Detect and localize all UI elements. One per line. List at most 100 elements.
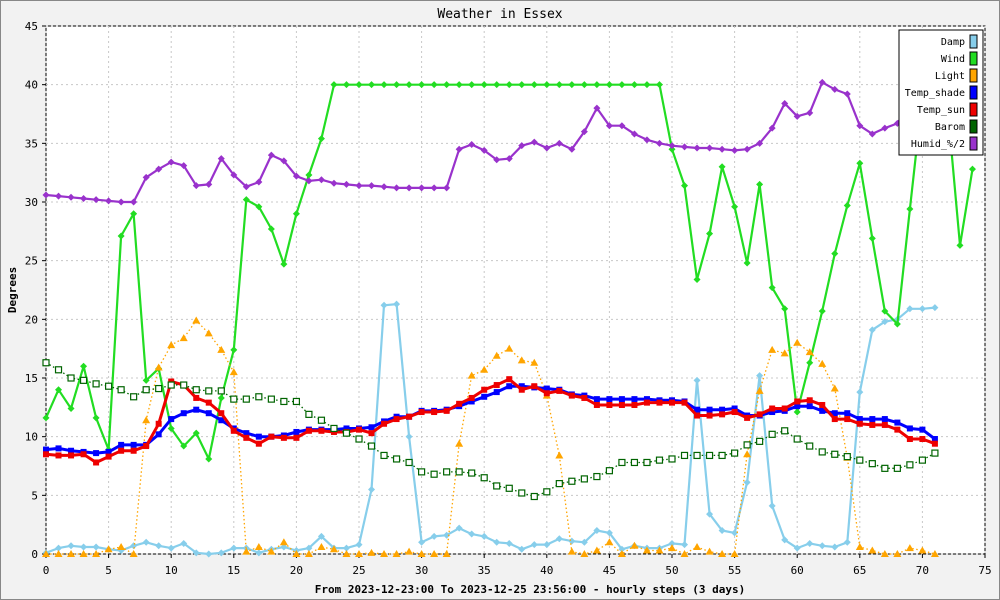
data-point-temp-shade bbox=[168, 416, 175, 423]
data-point-barom bbox=[67, 374, 75, 382]
data-point-barom bbox=[881, 464, 889, 472]
data-point-wind bbox=[831, 250, 839, 258]
data-point-light bbox=[304, 550, 313, 557]
data-point-humid-2 bbox=[280, 157, 288, 165]
data-point-barom bbox=[455, 468, 463, 476]
data-point-temp-sun bbox=[618, 401, 625, 408]
data-point-wind bbox=[668, 145, 676, 153]
legend-label-humid-2: Humid_%/2 bbox=[911, 139, 965, 150]
data-point-temp-sun bbox=[781, 405, 788, 412]
data-point-humid-2 bbox=[67, 193, 75, 201]
data-point-humid-2 bbox=[505, 155, 513, 163]
data-point-temp-shade bbox=[130, 441, 137, 448]
data-point-light bbox=[592, 546, 601, 554]
legend-label-light: Light bbox=[935, 71, 965, 82]
data-point-temp-sun bbox=[656, 399, 663, 406]
data-point-temp-shade bbox=[481, 393, 488, 400]
data-point-damp bbox=[768, 502, 776, 510]
data-point-barom bbox=[793, 435, 801, 443]
data-point-temp-sun bbox=[205, 399, 212, 406]
data-point-temp-sun bbox=[669, 399, 675, 406]
data-point-wind bbox=[655, 81, 663, 89]
data-point-damp bbox=[918, 305, 926, 313]
data-point-temp-shade bbox=[193, 406, 200, 413]
data-point-temp-sun bbox=[93, 459, 100, 466]
data-point-wind bbox=[868, 234, 876, 242]
data-point-light bbox=[154, 363, 163, 371]
data-point-light bbox=[117, 542, 126, 550]
data-point-wind bbox=[881, 307, 889, 315]
data-point-temp-sun bbox=[744, 414, 751, 421]
data-point-damp bbox=[843, 538, 851, 546]
legend-swatch-light bbox=[969, 68, 978, 83]
data-point-temp-shade bbox=[931, 436, 938, 443]
data-point-temp-sun bbox=[881, 421, 888, 428]
data-point-humid-2 bbox=[743, 145, 751, 153]
data-point-light bbox=[54, 550, 63, 557]
data-point-light bbox=[455, 439, 464, 447]
data-point-humid-2 bbox=[117, 198, 125, 206]
data-point-barom bbox=[693, 451, 701, 460]
data-point-wind bbox=[180, 442, 188, 450]
data-point-wind bbox=[793, 408, 801, 416]
data-point-temp-sun bbox=[368, 430, 375, 437]
data-point-humid-2 bbox=[92, 196, 100, 204]
data-point-temp-sun bbox=[356, 426, 362, 433]
data-point-humid-2 bbox=[668, 142, 676, 150]
data-point-temp-sun bbox=[381, 420, 388, 427]
data-point-wind bbox=[530, 81, 538, 89]
legend-swatch-barom bbox=[969, 119, 978, 134]
x-tick-label: 15 bbox=[227, 564, 240, 577]
data-point-barom bbox=[718, 451, 726, 460]
data-point-humid-2 bbox=[856, 122, 864, 130]
data-point-light bbox=[830, 384, 839, 392]
data-point-light bbox=[668, 544, 676, 552]
data-point-wind bbox=[355, 81, 363, 89]
y-tick-label: 25 bbox=[25, 255, 38, 268]
data-point-light bbox=[718, 550, 727, 557]
data-point-humid-2 bbox=[430, 184, 438, 192]
x-tick-label: 40 bbox=[540, 564, 553, 577]
data-point-humid-2 bbox=[518, 142, 526, 150]
data-point-damp bbox=[468, 530, 476, 538]
data-point-light bbox=[805, 348, 814, 356]
data-point-light bbox=[730, 550, 739, 557]
data-point-light bbox=[442, 550, 451, 557]
data-point-barom bbox=[430, 470, 438, 478]
data-point-light bbox=[92, 550, 101, 557]
data-point-wind bbox=[968, 165, 976, 173]
legend-label-wind: Wind bbox=[941, 54, 965, 65]
data-point-barom bbox=[655, 456, 664, 464]
data-point-wind bbox=[693, 275, 701, 283]
data-point-wind bbox=[856, 159, 864, 167]
data-point-temp-sun bbox=[556, 387, 563, 394]
data-point-light bbox=[317, 542, 326, 550]
data-point-light bbox=[555, 451, 564, 459]
data-point-light bbox=[342, 550, 351, 557]
data-point-wind bbox=[743, 259, 751, 267]
data-point-humid-2 bbox=[317, 176, 325, 184]
data-point-light bbox=[818, 359, 827, 367]
data-point-humid-2 bbox=[868, 130, 876, 138]
data-point-temp-sun bbox=[268, 433, 275, 440]
data-point-wind bbox=[843, 202, 851, 210]
data-point-wind bbox=[67, 405, 75, 413]
data-point-temp-shade bbox=[255, 433, 262, 440]
data-point-temp-sun bbox=[218, 410, 225, 417]
data-point-barom bbox=[180, 381, 188, 389]
data-point-damp bbox=[418, 538, 426, 546]
data-point-temp-sun bbox=[506, 376, 513, 383]
data-point-barom bbox=[443, 468, 451, 476]
data-point-damp bbox=[931, 304, 939, 312]
data-point-temp-shade bbox=[205, 410, 212, 417]
data-point-light bbox=[67, 550, 76, 557]
data-point-barom bbox=[205, 387, 213, 395]
data-point-temp-sun bbox=[643, 399, 650, 406]
data-point-temp-sun bbox=[581, 394, 588, 401]
data-point-damp bbox=[393, 300, 401, 308]
data-point-temp-sun bbox=[794, 398, 801, 405]
data-point-barom bbox=[418, 468, 426, 476]
data-point-barom bbox=[756, 437, 764, 445]
data-point-light bbox=[79, 550, 88, 557]
data-point-barom bbox=[42, 359, 50, 367]
